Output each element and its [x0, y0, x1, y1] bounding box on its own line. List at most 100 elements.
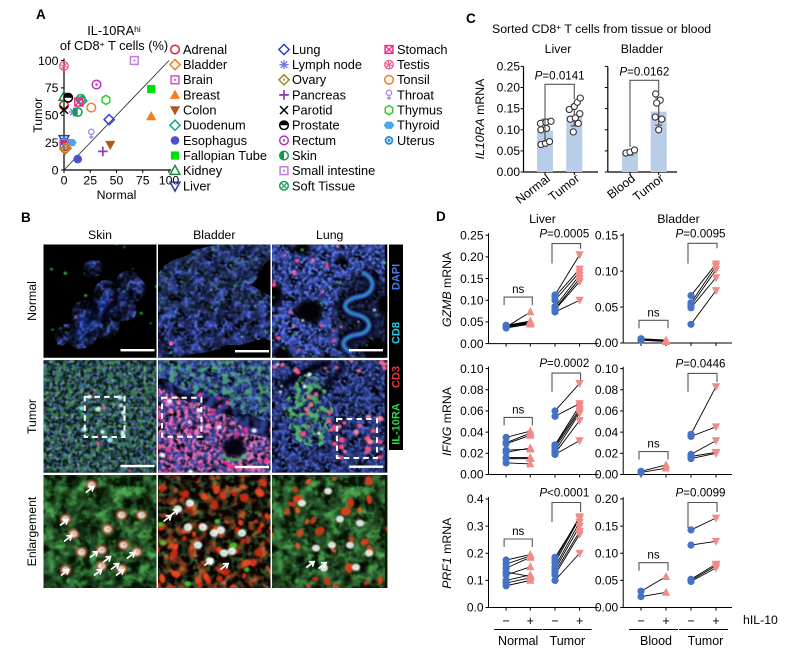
svg-text:ns: ns [647, 306, 659, 319]
svg-text:IFNG mRNA: IFNG mRNA [440, 386, 454, 456]
svg-text:Normal: Normal [25, 281, 39, 321]
svg-text:0.20: 0.20 [460, 250, 484, 264]
svg-text:Stomach: Stomach [397, 42, 448, 57]
svg-text:100: 100 [38, 54, 59, 68]
svg-text:Small intestine: Small intestine [292, 163, 375, 178]
svg-text:Blood: Blood [640, 634, 672, 648]
svg-text:0.05: 0.05 [595, 300, 619, 314]
svg-text:P=0.0099: P=0.0099 [676, 487, 726, 500]
svg-text:0.15: 0.15 [497, 102, 521, 116]
svg-text:D: D [436, 209, 446, 224]
svg-text:Tumor: Tumor [550, 634, 586, 648]
svg-text:P=0.0002: P=0.0002 [539, 357, 589, 370]
svg-text:+: + [712, 614, 719, 628]
svg-text:−: − [637, 614, 644, 628]
svg-text:IL-10RAhi: IL-10RAhi [87, 23, 141, 38]
svg-text:0.00: 0.00 [595, 601, 619, 615]
svg-text:0.02: 0.02 [595, 447, 619, 461]
svg-text:0.00: 0.00 [497, 165, 521, 179]
svg-text:Fallopian Tube: Fallopian Tube [183, 148, 267, 163]
svg-text:50: 50 [45, 109, 59, 123]
svg-text:B: B [21, 210, 31, 225]
svg-text:25: 25 [83, 174, 97, 188]
svg-text:0.05: 0.05 [595, 574, 619, 588]
svg-text:Colon: Colon [183, 103, 216, 118]
svg-text:Liver: Liver [545, 42, 572, 56]
svg-text:Parotid: Parotid [292, 103, 333, 118]
svg-text:Pancreas: Pancreas [292, 87, 346, 102]
svg-text:0.1: 0.1 [467, 574, 484, 588]
svg-text:Normal: Normal [498, 634, 538, 648]
svg-text:ns: ns [512, 283, 524, 296]
svg-text:ns: ns [647, 549, 659, 562]
svg-text:IL10RA mRNA: IL10RA mRNA [473, 78, 487, 159]
svg-text:Kidney: Kidney [183, 163, 223, 178]
svg-text:0.0: 0.0 [467, 601, 484, 615]
svg-text:Liver: Liver [529, 212, 556, 226]
svg-text:0.4: 0.4 [467, 492, 484, 506]
svg-text:Sorted CD8+ T cells from tissu: Sorted CD8+ T cells from tissue or blood [492, 22, 711, 36]
svg-text:0.05: 0.05 [460, 315, 484, 329]
svg-text:Throat: Throat [397, 87, 434, 102]
svg-text:Rectum: Rectum [292, 133, 336, 148]
svg-text:Skin: Skin [292, 148, 317, 163]
svg-text:Uterus: Uterus [397, 133, 435, 148]
svg-text:0.10: 0.10 [460, 362, 484, 376]
svg-text:of CD8+ T cells (%): of CD8+ T cells (%) [60, 38, 168, 53]
svg-text:Bladder: Bladder [193, 228, 235, 242]
svg-text:Breast: Breast [183, 87, 220, 102]
svg-text:P=0.0141: P=0.0141 [535, 69, 585, 82]
svg-text:Duodenum: Duodenum [183, 118, 246, 133]
svg-text:P=0.0446: P=0.0446 [676, 357, 726, 370]
svg-text:75: 75 [136, 174, 150, 188]
svg-text:0.3: 0.3 [467, 519, 484, 533]
svg-text:0.00: 0.00 [460, 337, 484, 351]
svg-text:0.2: 0.2 [467, 546, 484, 560]
svg-text:P<0.0001: P<0.0001 [539, 487, 589, 500]
svg-text:Lung: Lung [316, 228, 344, 242]
svg-text:Bladder: Bladder [657, 212, 699, 226]
svg-text:Prostate: Prostate [292, 118, 340, 133]
svg-text:0.05: 0.05 [497, 144, 521, 158]
svg-text:0.02: 0.02 [460, 447, 484, 461]
svg-text:+: + [576, 614, 583, 628]
svg-text:Tumor: Tumor [25, 399, 39, 434]
svg-text:−: − [687, 614, 694, 628]
svg-text:Tonsil: Tonsil [397, 72, 430, 87]
svg-text:Liver: Liver [183, 178, 211, 193]
svg-text:Thyroid: Thyroid [397, 118, 440, 133]
svg-text:Thymus: Thymus [397, 103, 443, 118]
svg-text:ns: ns [512, 525, 524, 538]
svg-text:Brain: Brain [183, 72, 213, 87]
svg-text:P=0.0095: P=0.0095 [676, 227, 726, 240]
svg-text:Esophagus: Esophagus [183, 133, 247, 148]
svg-text:Tumor: Tumor [31, 98, 45, 133]
svg-text:0.25: 0.25 [497, 59, 521, 73]
svg-text:0.00: 0.00 [460, 468, 484, 482]
svg-text:0.08: 0.08 [595, 383, 619, 397]
svg-text:100: 100 [159, 174, 180, 188]
svg-text:0.04: 0.04 [460, 425, 484, 439]
svg-text:Skin: Skin [88, 228, 112, 242]
svg-text:+: + [662, 614, 669, 628]
svg-text:C: C [466, 11, 476, 26]
svg-text:0: 0 [61, 174, 68, 188]
svg-text:ns: ns [512, 403, 524, 416]
svg-text:Lymph node: Lymph node [292, 57, 362, 72]
svg-text:75: 75 [45, 81, 59, 95]
svg-text:A: A [36, 7, 46, 22]
svg-text:0.00: 0.00 [595, 468, 619, 482]
svg-text:CD3: CD3 [391, 366, 403, 388]
svg-text:0.06: 0.06 [460, 404, 484, 418]
svg-text:Tumor: Tumor [688, 634, 724, 648]
svg-text:ns: ns [647, 438, 659, 451]
svg-text:0.15: 0.15 [460, 272, 484, 286]
svg-text:Bladder: Bladder [183, 57, 228, 72]
svg-text:P=0.0005: P=0.0005 [539, 228, 589, 241]
svg-text:0.08: 0.08 [460, 383, 484, 397]
svg-text:0.00: 0.00 [595, 336, 619, 350]
svg-text:0: 0 [52, 163, 59, 177]
svg-text:Ovary: Ovary [292, 72, 327, 87]
svg-text:CD8: CD8 [391, 322, 403, 344]
svg-text:0.25: 0.25 [460, 228, 484, 242]
